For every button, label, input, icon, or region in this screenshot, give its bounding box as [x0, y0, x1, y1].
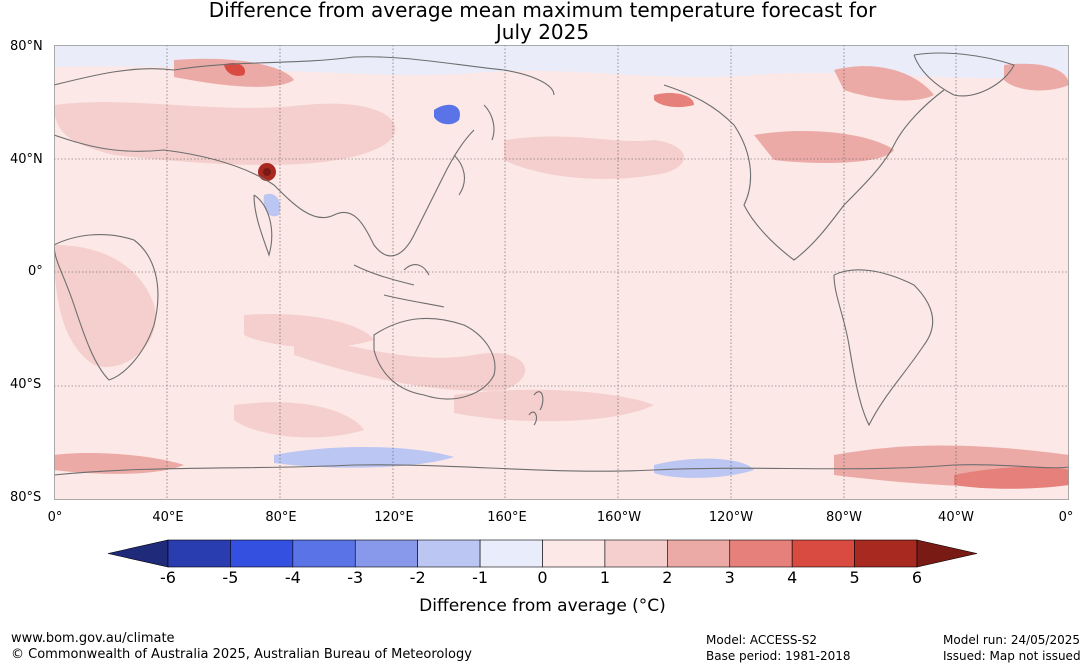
colorbar-tick-label: -6 — [160, 568, 176, 587]
colorbar-swatch — [479, 539, 543, 568]
forecast-map — [54, 45, 1069, 500]
colorbar-swatch — [854, 539, 918, 568]
colorbar-swatch — [230, 539, 294, 568]
colorbar-swatch — [542, 539, 606, 568]
footer-website: www.bom.gov.au/climate — [11, 631, 175, 646]
lat-label-80n: 80°N — [10, 39, 43, 54]
lon-label: 80°E — [265, 510, 297, 525]
lon-label: 160°E — [487, 510, 527, 525]
colorbar-swatch — [417, 539, 481, 568]
colorbar-label: Difference from average (°C) — [419, 596, 666, 616]
lat-label-40n: 40°N — [10, 152, 43, 167]
colorbar-tick-label: 1 — [599, 568, 610, 587]
colorbar-tick-label: -5 — [222, 568, 239, 587]
colorbar-arrow-low — [107, 539, 169, 568]
colorbar-tick-label: -3 — [347, 568, 364, 587]
colorbar-swatch — [167, 539, 231, 568]
lat-label-0: 0° — [28, 264, 43, 279]
lon-label: 0° — [1058, 510, 1074, 525]
colorbar-tick-label: 6 — [911, 568, 923, 587]
lon-label: 40°W — [938, 510, 974, 525]
colorbar-tick-label: 5 — [849, 568, 860, 587]
graticule — [54, 45, 1069, 500]
colorbar-swatch — [604, 539, 668, 568]
colorbar-tick-label: 2 — [662, 568, 673, 587]
footer-base-period: Base period: 1981-2018 — [706, 649, 851, 663]
footer-issued: Issued: Map not issued — [943, 649, 1081, 663]
colorbar-swatch — [667, 539, 731, 568]
lon-label: 0° — [47, 510, 63, 525]
lon-label: 120°W — [708, 510, 754, 525]
footer-copyright: © Commonwealth of Australia 2025, Austra… — [11, 647, 472, 662]
footer-model-run: Model run: 24/05/2025 — [943, 633, 1081, 647]
lon-label: 40°E — [152, 510, 184, 525]
colorbar-swatch — [292, 539, 356, 568]
colorbar-tick-label: -2 — [409, 568, 426, 587]
colorbar-tick-label: 3 — [724, 568, 735, 587]
colorbar-arrow-high — [916, 539, 978, 568]
coastlines — [54, 52, 1069, 476]
map-title-line2: July 2025 — [495, 20, 590, 44]
colorbar-swatch — [354, 539, 418, 568]
colorbar-tick-label: 0 — [537, 568, 548, 587]
map-title-line1: Difference from average mean maximum tem… — [208, 0, 877, 22]
lat-label-40s: 40°S — [10, 377, 42, 392]
colorbar-tick-label: 4 — [787, 568, 798, 587]
lon-label: 80°W — [826, 510, 862, 525]
lat-label-80s: 80°S — [10, 490, 42, 505]
colorbar-swatch — [729, 539, 793, 568]
colorbar-swatch — [791, 539, 855, 568]
colorbar-tick-label: -1 — [472, 568, 489, 587]
map-frame — [54, 45, 1069, 500]
anomaly-patterns — [54, 45, 1069, 489]
footer-model: Model: ACCESS-S2 — [706, 633, 818, 647]
lon-label: 160°W — [596, 510, 642, 525]
colorbar-tick-label: -4 — [284, 568, 301, 587]
lon-label: 120°E — [374, 510, 414, 525]
